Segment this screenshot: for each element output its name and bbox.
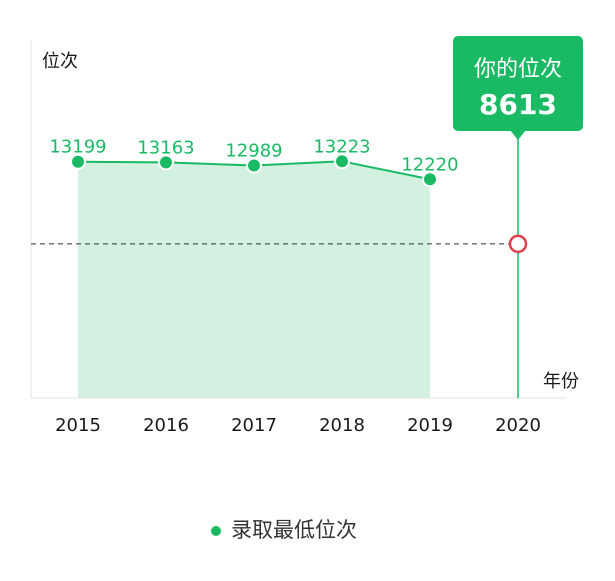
x-tick-label-2015: 2015 bbox=[55, 415, 101, 436]
x-tick-label-2017: 2017 bbox=[231, 415, 277, 436]
data-label-2016: 13163 bbox=[137, 137, 194, 158]
your-rank-callout-pointer bbox=[510, 130, 526, 140]
data-label-2018: 13223 bbox=[313, 136, 370, 157]
x-tick-label-2016: 2016 bbox=[143, 415, 189, 436]
your-rank-value: 8613 bbox=[479, 88, 557, 121]
data-point-2018 bbox=[334, 153, 350, 170]
your-rank-callout-box bbox=[453, 36, 583, 131]
x-tick-label-2020: 2020 bbox=[495, 415, 541, 436]
data-point-2017 bbox=[246, 157, 262, 174]
x-tick-label-2018: 2018 bbox=[319, 415, 365, 436]
x-tick-label-2019: 2019 bbox=[407, 415, 453, 436]
data-label-2017: 12989 bbox=[225, 140, 282, 161]
data-point-2016 bbox=[158, 154, 174, 171]
data-label-2015: 13199 bbox=[49, 137, 106, 158]
data-label-2019: 12220 bbox=[401, 154, 458, 175]
x-axis-title: 年份 bbox=[543, 371, 579, 392]
data-point-2015 bbox=[70, 153, 86, 170]
your-rank-marker bbox=[508, 234, 528, 254]
your-rank-label: 你的位次 bbox=[474, 57, 562, 82]
legend-label: 录取最低位次 bbox=[231, 518, 357, 542]
legend-marker bbox=[211, 526, 221, 536]
y-axis-title: 位次 bbox=[42, 51, 78, 72]
data-point-2019 bbox=[422, 171, 438, 188]
series-area bbox=[78, 161, 430, 398]
